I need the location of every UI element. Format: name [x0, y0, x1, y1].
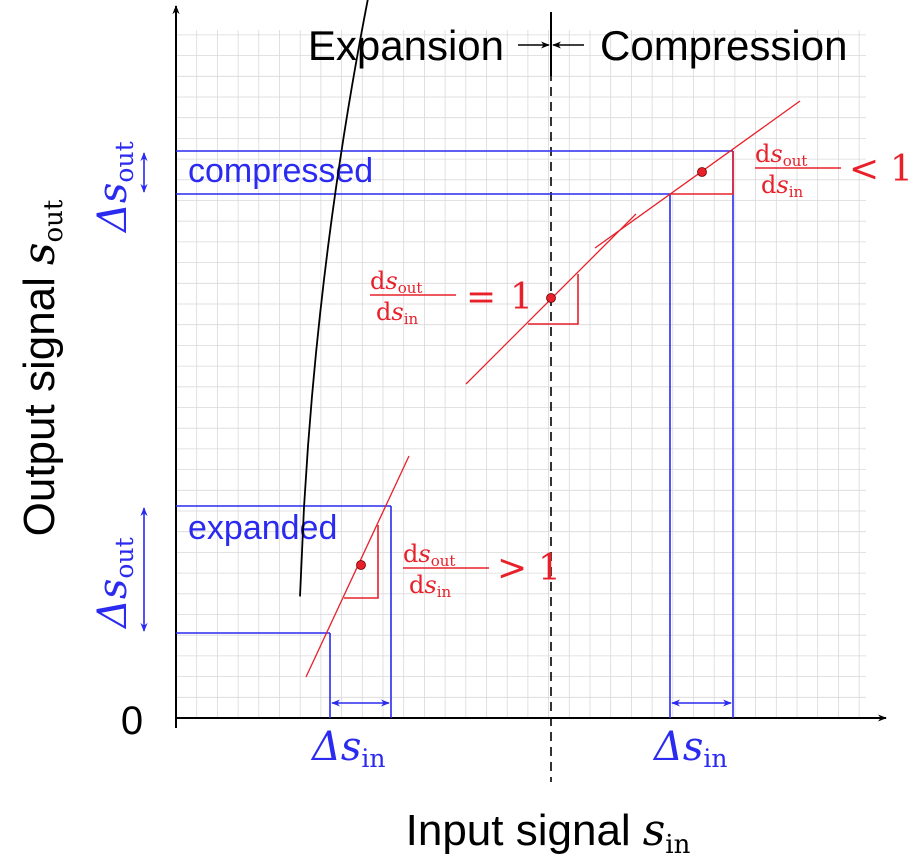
tangent-point-expanded [356, 560, 366, 570]
tangent-lines [305, 100, 801, 678]
svg-text:<: < [849, 149, 879, 190]
tangent-point-compressed [697, 167, 707, 177]
compression-label: Compression [600, 22, 847, 69]
svg-text:dsin: dsin [376, 298, 419, 328]
compressed-region [176, 150, 734, 718]
expansion-label: Expansion [308, 22, 504, 69]
expanded-region [176, 505, 392, 718]
svg-text:>: > [497, 548, 527, 589]
svg-text:dsin: dsin [761, 171, 804, 201]
compressed-label: compressed [188, 152, 373, 190]
slope-triangles [344, 151, 734, 599]
origin-zero-label: 0 [121, 699, 143, 743]
tangent-point-unity [546, 293, 556, 303]
slope-formula-greater-than-one: dsout dsin > 1 [403, 540, 561, 601]
slope-formula-equal-to-one: dsout dsin = 1 [370, 267, 533, 328]
slope-formula-less-than-one: dsout dsin < 1 [755, 140, 913, 201]
svg-text:dsout: dsout [755, 140, 807, 170]
delta-sout-top-label: Δsout [90, 141, 139, 234]
expanded-label: expanded [188, 509, 337, 547]
svg-text:dsin: dsin [409, 571, 452, 601]
svg-text:dsout: dsout [370, 267, 422, 297]
svg-text:1: 1 [510, 277, 533, 318]
delta-sout-bottom-label: Δsout [90, 537, 139, 630]
background-grid [176, 30, 866, 718]
delta-sin-right-label: Δsin [652, 724, 728, 773]
delta-sin-left-label: Δsin [310, 724, 386, 773]
svg-text:=: = [466, 277, 496, 318]
svg-text:dsout: dsout [403, 540, 455, 570]
y-axis-title: Output signalsout [14, 199, 69, 536]
svg-text:1: 1 [890, 149, 913, 190]
x-axis-title: Input signal sin [406, 805, 691, 860]
svg-text:1: 1 [538, 548, 561, 589]
